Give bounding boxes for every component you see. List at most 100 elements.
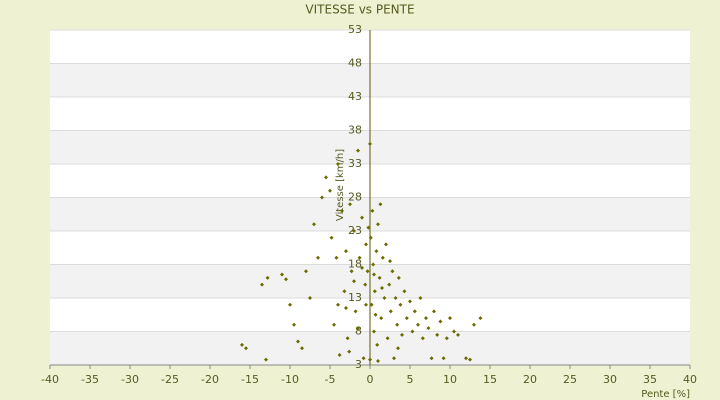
point — [280, 272, 284, 277]
point — [402, 289, 407, 294]
point — [328, 188, 332, 193]
point — [429, 356, 434, 361]
point — [320, 195, 324, 200]
x-tick-label: 35 — [643, 373, 657, 386]
point — [356, 326, 360, 331]
point — [412, 309, 417, 314]
point — [382, 296, 387, 300]
point — [337, 352, 342, 357]
point — [352, 229, 356, 233]
point — [364, 302, 368, 307]
point — [360, 215, 364, 220]
point — [404, 316, 409, 321]
point — [444, 336, 449, 341]
x-tick-label: -20 — [201, 373, 219, 386]
x-tick-label: -35 — [81, 373, 99, 386]
point — [380, 255, 385, 260]
point — [349, 269, 354, 274]
point — [452, 329, 456, 334]
point — [371, 262, 376, 267]
point — [363, 282, 368, 287]
point — [361, 356, 366, 361]
point — [373, 312, 378, 317]
point — [288, 302, 292, 307]
point — [376, 358, 380, 363]
point — [360, 265, 364, 270]
point — [377, 275, 382, 280]
y-tick-label: 43 — [348, 90, 362, 103]
point — [356, 148, 360, 153]
point — [260, 282, 264, 287]
x-tick-label: -25 — [161, 373, 179, 386]
point — [468, 357, 472, 362]
point — [420, 336, 425, 341]
point — [329, 235, 334, 240]
point — [388, 259, 392, 264]
point — [368, 357, 372, 362]
point — [385, 336, 390, 341]
point — [344, 306, 348, 311]
point — [418, 296, 423, 300]
point — [300, 346, 304, 351]
point — [416, 322, 420, 327]
point — [240, 342, 244, 347]
point — [372, 329, 376, 334]
point — [348, 202, 352, 207]
point — [365, 269, 370, 274]
point — [448, 316, 452, 321]
point — [264, 357, 268, 362]
point — [378, 202, 383, 207]
point — [292, 322, 296, 327]
point — [426, 326, 431, 331]
point — [410, 329, 415, 334]
point — [347, 349, 352, 354]
point — [336, 302, 340, 307]
point — [395, 322, 400, 327]
point — [296, 339, 300, 344]
point — [456, 332, 460, 337]
x-tick-label: -5 — [325, 373, 336, 386]
y-axis-label: Vitesse [km/h] — [335, 149, 346, 221]
point — [472, 322, 476, 327]
point — [400, 332, 404, 337]
point — [357, 255, 362, 260]
point — [424, 316, 428, 321]
x-tick-label: -15 — [241, 373, 259, 386]
y-tick-label: 53 — [348, 23, 362, 36]
chart-title: VITESSE vs PENTE — [305, 3, 414, 17]
point — [388, 309, 393, 314]
y-tick-label: 33 — [348, 157, 362, 170]
y-tick-label: 38 — [348, 124, 362, 137]
y-tick-label: 28 — [348, 191, 362, 204]
x-tick-label: -40 — [41, 373, 59, 386]
point — [308, 296, 312, 300]
point — [265, 275, 270, 280]
point — [342, 289, 347, 294]
point — [384, 242, 388, 247]
x-tick-label: 15 — [483, 373, 497, 386]
point — [334, 255, 339, 260]
x-tick-label: 10 — [443, 373, 457, 386]
point — [368, 141, 372, 146]
point — [398, 302, 403, 307]
point — [304, 269, 308, 274]
point — [432, 309, 436, 314]
y-tick-label: 48 — [348, 57, 362, 70]
x-tick-label: -10 — [281, 373, 299, 386]
point — [390, 269, 395, 274]
x-axis-label: Pente [%] — [641, 389, 690, 400]
point — [478, 316, 483, 321]
point — [374, 249, 379, 254]
point — [353, 309, 358, 314]
x-tick-label: 25 — [563, 373, 577, 386]
point — [372, 289, 377, 294]
point — [366, 225, 371, 230]
point — [372, 272, 376, 277]
point — [435, 332, 440, 337]
point — [380, 285, 384, 290]
y-tick-label: 13 — [348, 291, 362, 304]
x-tick-label: 5 — [407, 373, 414, 386]
x-tick-label: 40 — [683, 373, 697, 386]
x-tick-label: -30 — [121, 373, 139, 386]
